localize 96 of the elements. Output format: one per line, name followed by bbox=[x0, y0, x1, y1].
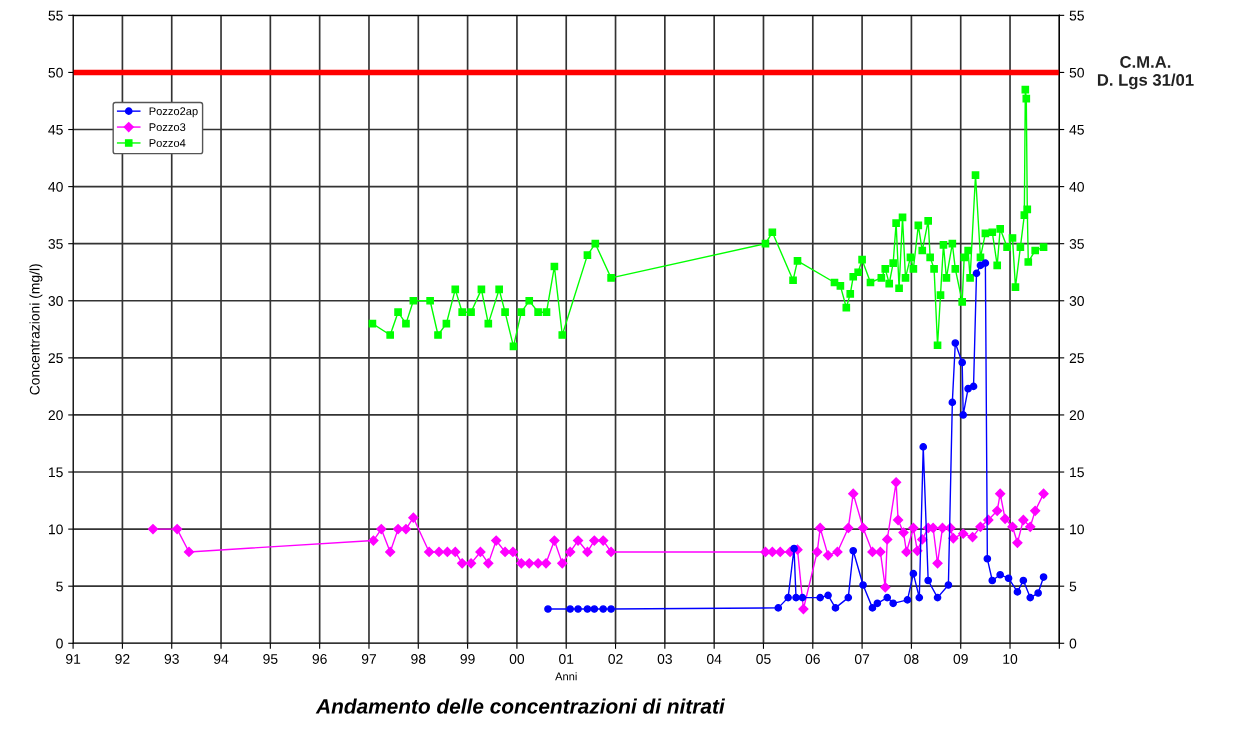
y2-tick-label: 20 bbox=[1069, 410, 1084, 421]
y2-tick-label: 25 bbox=[1069, 353, 1084, 364]
y-tick-label: 0 bbox=[56, 638, 63, 649]
y2-tick-label: 10 bbox=[1070, 524, 1084, 535]
x-tick-label: 04 bbox=[706, 654, 722, 664]
ref-line-label: C.M.A. D. Lgs 31/01 bbox=[1097, 56, 1194, 90]
point bbox=[996, 570, 1004, 579]
x-tick-label: 09 bbox=[953, 654, 968, 664]
x-tick-label: 95 bbox=[263, 654, 278, 664]
point bbox=[969, 382, 978, 391]
point bbox=[944, 581, 953, 589]
point bbox=[924, 576, 932, 585]
point bbox=[915, 593, 924, 602]
x-tick-label: 03 bbox=[657, 654, 672, 664]
point bbox=[1013, 588, 1022, 596]
y2-tick-label: 45 bbox=[1069, 125, 1084, 135]
point bbox=[831, 604, 840, 612]
y-tick-label: 25 bbox=[48, 353, 63, 364]
y2-tick-label: 0 bbox=[1069, 638, 1077, 649]
x-tick-label: 05 bbox=[756, 654, 771, 664]
point bbox=[790, 544, 798, 553]
point bbox=[972, 269, 981, 278]
y-tick-label: 20 bbox=[48, 410, 63, 421]
x-tick-label: 92 bbox=[115, 654, 130, 664]
x-tick-label: 93 bbox=[164, 654, 179, 664]
x-tick-label: 01 bbox=[559, 654, 574, 664]
point bbox=[1004, 574, 1013, 583]
point bbox=[959, 411, 968, 419]
point bbox=[948, 398, 957, 407]
x-tick-label: 08 bbox=[904, 654, 919, 664]
point bbox=[951, 339, 960, 347]
y-tick-label: 55 bbox=[48, 10, 63, 21]
y2-tick-label: 30 bbox=[1069, 296, 1084, 306]
legend-label: Pozzo2ap bbox=[149, 107, 198, 118]
point bbox=[784, 593, 792, 602]
point bbox=[1026, 593, 1035, 602]
x-tick-label: 10 bbox=[1003, 654, 1018, 664]
y-tick-label: 40 bbox=[48, 181, 63, 192]
y2-tick-label: 35 bbox=[1069, 239, 1084, 249]
point bbox=[583, 605, 592, 613]
y-tick-label: 30 bbox=[48, 296, 63, 306]
point bbox=[883, 593, 892, 602]
point bbox=[607, 605, 615, 613]
point bbox=[859, 581, 867, 589]
y2-tick-label: 55 bbox=[1069, 10, 1084, 21]
point bbox=[599, 605, 608, 613]
text: Andamento delle concentrazioni di nitrati bbox=[315, 698, 726, 714]
y2-tick-label: 5 bbox=[1069, 581, 1077, 592]
x-axis-title: Anni bbox=[555, 672, 577, 681]
y2-tick-label: 15 bbox=[1070, 467, 1084, 478]
point bbox=[873, 599, 882, 608]
point bbox=[590, 605, 599, 613]
y-tick-label: 35 bbox=[48, 239, 63, 249]
point bbox=[983, 554, 992, 563]
x-tick-label: 94 bbox=[213, 654, 229, 664]
point bbox=[889, 599, 897, 608]
point bbox=[981, 259, 990, 267]
point bbox=[988, 576, 997, 585]
point bbox=[909, 569, 918, 578]
y2-tick-label: 50 bbox=[1069, 67, 1084, 78]
y-tick-label: 50 bbox=[48, 67, 63, 78]
point bbox=[792, 593, 800, 602]
x-tick-label: 91 bbox=[66, 654, 81, 664]
y-tick-label: 10 bbox=[48, 524, 63, 535]
x-tick-label: 07 bbox=[854, 654, 870, 664]
point bbox=[844, 593, 853, 602]
point bbox=[849, 546, 858, 555]
point bbox=[1039, 573, 1048, 581]
point bbox=[919, 443, 928, 451]
x-tick-label: 06 bbox=[805, 654, 820, 664]
x-tick-label: 99 bbox=[460, 654, 475, 664]
legend-label: Pozzo4 bbox=[149, 139, 186, 147]
point bbox=[933, 593, 942, 602]
y-tick-label: 5 bbox=[56, 581, 63, 592]
x-tick-label: 00 bbox=[509, 654, 525, 664]
point bbox=[824, 591, 832, 600]
y-tick-label: 45 bbox=[48, 125, 63, 135]
point bbox=[798, 593, 807, 602]
point bbox=[1019, 576, 1028, 585]
x-tick-label: 96 bbox=[312, 654, 327, 664]
x-tick-label: 02 bbox=[608, 654, 623, 664]
y-tick-label: 15 bbox=[48, 467, 63, 478]
point bbox=[566, 605, 574, 613]
point bbox=[544, 605, 552, 613]
point bbox=[903, 596, 912, 604]
point bbox=[1034, 589, 1042, 597]
point bbox=[774, 604, 783, 612]
y-axis-title: Concentrazioni (mg/l) bbox=[29, 264, 43, 395]
y2-tick-label: 40 bbox=[1069, 181, 1084, 192]
x-tick-label: 97 bbox=[361, 654, 376, 664]
point bbox=[868, 604, 877, 612]
point bbox=[816, 593, 825, 602]
x-tick-label: 98 bbox=[411, 654, 426, 664]
point bbox=[958, 358, 967, 367]
point bbox=[574, 605, 582, 613]
legend-label: Pozzo3 bbox=[149, 123, 186, 132]
